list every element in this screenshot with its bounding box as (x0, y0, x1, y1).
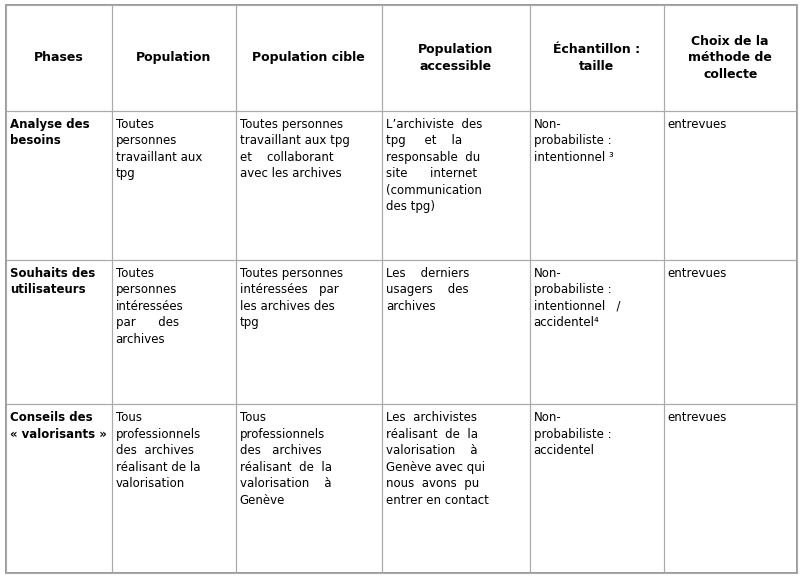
Text: entrevues: entrevues (667, 118, 727, 131)
Bar (111, 111, 235, 260)
Text: Population: Population (136, 51, 211, 64)
Bar (381, 111, 529, 260)
Text: Toutes
personnes
intéressées
par      des
archives: Toutes personnes intéressées par des arc… (115, 266, 183, 346)
Text: Non-
probabiliste :
intentionnel   /
accidentel⁴: Non- probabiliste : intentionnel / accid… (533, 266, 619, 329)
Text: Les  archivistes
réalisant  de  la
valorisation    à
Genève avec qui
nous  avons: Les archivistes réalisant de la valorisa… (385, 411, 488, 506)
Bar (6, 404, 111, 573)
Bar (529, 404, 663, 573)
Text: L’archiviste  des
tpg     et    la
responsable  du
site      internet
(communica: L’archiviste des tpg et la responsable d… (385, 118, 481, 213)
Text: Tous
professionnels
des  archives
réalisant de la
valorisation: Tous professionnels des archives réalisa… (115, 411, 200, 490)
Bar (235, 111, 381, 260)
Text: entrevues: entrevues (667, 411, 727, 424)
Bar (381, 260, 529, 404)
Bar (6, 260, 111, 404)
Bar (529, 111, 663, 260)
Bar (235, 260, 381, 404)
Text: Choix de la
méthode de
collecte: Choix de la méthode de collecte (687, 35, 772, 81)
Bar (235, 5, 381, 111)
Text: Analyse des
besoins: Analyse des besoins (10, 118, 90, 147)
Bar (111, 5, 235, 111)
Text: Les    derniers
usagers    des
archives: Les derniers usagers des archives (385, 266, 468, 313)
Text: Souhaits des
utilisateurs: Souhaits des utilisateurs (10, 266, 95, 297)
Bar (663, 404, 796, 573)
Text: Toutes personnes
travaillant aux tpg
et    collaborant
avec les archives: Toutes personnes travaillant aux tpg et … (239, 118, 349, 180)
Bar (663, 5, 796, 111)
Text: Population
accessible: Population accessible (417, 43, 492, 72)
Text: Population cible: Population cible (252, 51, 365, 64)
Bar (111, 260, 235, 404)
Text: Échantillon :
taille: Échantillon : taille (553, 43, 639, 72)
Bar (6, 111, 111, 260)
Bar (663, 260, 796, 404)
Text: Toutes
personnes
travaillant aux
tpg: Toutes personnes travaillant aux tpg (115, 118, 201, 180)
Text: entrevues: entrevues (667, 266, 727, 280)
Text: Conseils des
« valorisants »: Conseils des « valorisants » (10, 411, 107, 440)
Bar (529, 260, 663, 404)
Bar (381, 5, 529, 111)
Text: Non-
probabiliste :
accidentel: Non- probabiliste : accidentel (533, 411, 610, 457)
Bar (235, 404, 381, 573)
Bar (381, 404, 529, 573)
Bar (663, 111, 796, 260)
Text: Toutes personnes
intéressées   par
les archives des
tpg: Toutes personnes intéressées par les arc… (239, 266, 342, 329)
Bar (6, 5, 111, 111)
Text: Tous
professionnels
des   archives
réalisant  de  la
valorisation    à
Genève: Tous professionnels des archives réalisa… (239, 411, 331, 506)
Text: Non-
probabiliste :
intentionnel ³: Non- probabiliste : intentionnel ³ (533, 118, 613, 164)
Bar (111, 404, 235, 573)
Bar (529, 5, 663, 111)
Text: Phases: Phases (34, 51, 83, 64)
